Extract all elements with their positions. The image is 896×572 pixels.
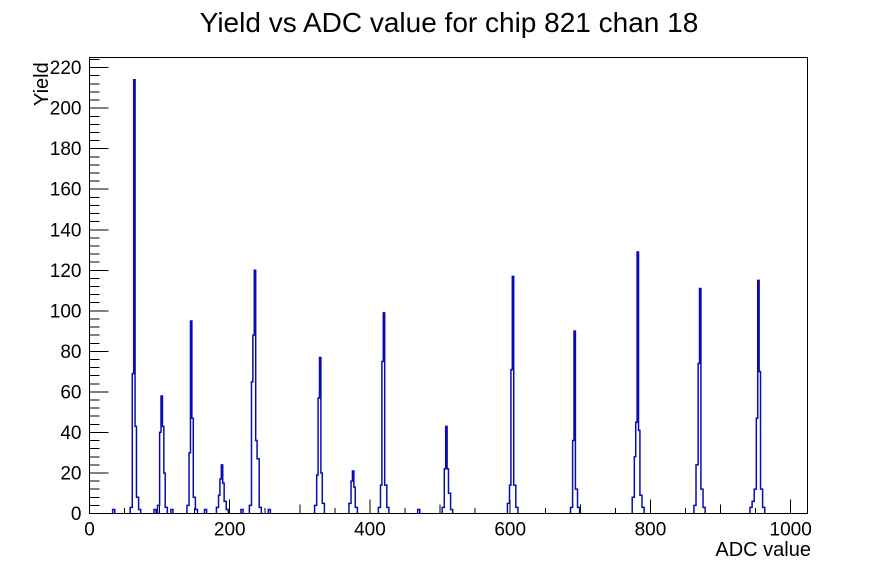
x-tick-label: 1000 [770,520,812,541]
x-tick-label: 200 [214,520,246,541]
y-tick-label: 80 [60,342,81,363]
x-axis-tick-labels: 0 200 400 600 800 1000 [84,520,812,541]
y-tick-label: 180 [50,139,82,160]
plot-frame [89,57,808,514]
histogram-line [111,79,766,514]
y-tick-label: 0 [71,504,82,525]
y-tick-label: 60 [60,382,81,403]
y-tick-label: 140 [50,220,82,241]
y-tick-label: 200 [50,99,82,120]
y-tick-label: 160 [50,180,82,201]
y-tick-label: 20 [60,463,81,484]
y-tick-label: 120 [50,261,82,282]
y-axis-ticks [89,59,109,514]
y-axis-title: Yield [31,62,53,106]
x-tick-label: 600 [494,520,526,541]
x-tick-label: 800 [635,520,667,541]
x-tick-label: 400 [354,520,386,541]
y-tick-label: 220 [50,58,82,79]
x-tick-label: 0 [84,520,95,541]
y-tick-label: 100 [50,301,82,322]
x-axis-title: ADC value [715,539,811,561]
y-tick-label: 40 [60,423,81,444]
chart-title: Yield vs ADC value for chip 821 chan 18 [199,7,699,38]
y-axis-tick-labels: 0 20 40 60 80 100 120 140 160 180 200 220 [50,58,82,525]
